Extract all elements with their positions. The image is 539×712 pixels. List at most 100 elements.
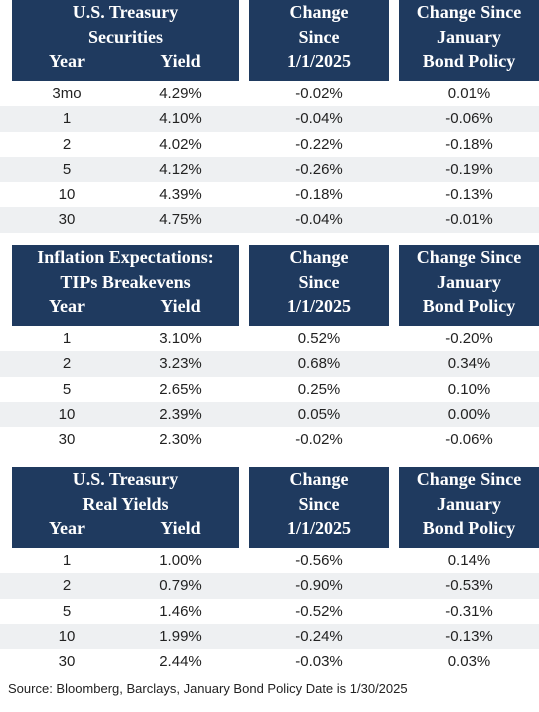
policy-header-line1: Change Since xyxy=(416,2,522,22)
change-header-line3: 1/1/2025 xyxy=(286,518,351,538)
yield-cell: 2.65% xyxy=(159,380,202,398)
header-title-line2: Real Yields xyxy=(82,493,169,514)
policy-change-header: Change Since January Bond Policy xyxy=(399,245,539,326)
change-cell: 0.68% xyxy=(297,355,341,373)
table-row: 2 3.23% 0.68% 0.34% xyxy=(0,351,539,377)
change-cell: -0.04% xyxy=(295,211,343,229)
year-cell: 1 xyxy=(62,330,72,347)
year-cell: 10 xyxy=(58,405,76,423)
policy-header-line3: Bond Policy xyxy=(422,51,516,71)
policy-cell: 0.01% xyxy=(447,85,491,102)
year-cell: 2 xyxy=(62,577,72,595)
policy-cell: -0.01% xyxy=(445,211,493,229)
table-body: 3mo 4.29% -0.02% 0.01% 1 4.10% -0.04% -0.06% 2… xyxy=(0,81,539,233)
yield-cell: 0.79% xyxy=(159,577,202,595)
change-cell: 0.05% xyxy=(297,405,341,423)
table-body: 1 1.00% -0.56% 0.14% 2 0.79% -0.90% -0.53% 5 1.… xyxy=(0,548,539,674)
table-row: 1 3.10% 0.52% -0.20% xyxy=(0,326,539,351)
policy-cell: -0.31% xyxy=(445,602,493,620)
yield-cell: 1.00% xyxy=(159,552,202,569)
change-header-line2: Since xyxy=(298,493,340,514)
change-since-header: Change Since 1/1/2025 xyxy=(249,467,389,548)
yield-cell: 4.12% xyxy=(159,160,202,178)
policy-change-header: Change Since January Bond Policy xyxy=(399,467,539,548)
table-row: 2 0.79% -0.90% -0.53% xyxy=(0,573,539,599)
change-header-line1: Change xyxy=(289,469,349,489)
policy-header-line2: January xyxy=(436,26,501,47)
real-yields-table: U.S. Treasury Real Yields Year Yield Cha… xyxy=(0,467,539,675)
table-row: 5 2.65% 0.25% 0.10% xyxy=(0,377,539,402)
table-row: 2 4.02% -0.22% -0.18% xyxy=(0,132,539,157)
change-cell: -0.90% xyxy=(295,577,343,595)
year-cell: 10 xyxy=(58,627,76,645)
header-title-line2: TIPs Breakevens xyxy=(60,271,191,292)
header-year-yield: Year Yield xyxy=(12,294,239,319)
policy-cell: -0.13% xyxy=(445,186,493,204)
table-row: 10 2.39% 0.05% 0.00% xyxy=(0,401,539,428)
table-body: 1 3.10% 0.52% -0.20% 2 3.23% 0.68% 0.34% 5 2.65… xyxy=(0,326,539,452)
year-cell: 30 xyxy=(58,431,76,449)
policy-header-line2: January xyxy=(436,271,501,292)
header-year-yield: Year Yield xyxy=(12,49,239,74)
table-row: 3mo 4.29% -0.02% 0.01% xyxy=(0,81,539,106)
policy-cell: -0.20% xyxy=(445,330,493,347)
year-cell: 5 xyxy=(62,380,72,398)
yield-cell: 1.99% xyxy=(159,627,202,645)
change-cell: -0.18% xyxy=(295,186,343,204)
change-cell: -0.02% xyxy=(295,431,343,449)
yield-header: Yield xyxy=(160,518,201,538)
change-cell: -0.22% xyxy=(295,135,343,153)
policy-header-line3: Bond Policy xyxy=(422,296,516,316)
table-row: 5 1.46% -0.52% -0.31% xyxy=(0,599,539,624)
year-cell: 5 xyxy=(62,602,72,620)
year-cell: 10 xyxy=(58,186,76,204)
change-header-line1: Change xyxy=(289,247,349,267)
change-cell: -0.03% xyxy=(295,653,343,671)
table-row: 30 4.75% -0.04% -0.01% xyxy=(0,207,539,233)
year-cell: 5 xyxy=(62,160,72,178)
header-title-cell: Inflation Expectations: TIPs Breakevens … xyxy=(12,245,239,326)
change-header-line3: 1/1/2025 xyxy=(286,51,351,71)
yield-cell: 4.02% xyxy=(159,135,202,153)
policy-cell: 0.00% xyxy=(447,405,491,423)
yield-cell: 4.10% xyxy=(159,110,202,128)
change-header-line2: Since xyxy=(298,271,340,292)
change-since-header: Change Since 1/1/2025 xyxy=(249,245,389,326)
yield-cell: 4.75% xyxy=(159,211,202,229)
yield-cell: 2.30% xyxy=(159,431,202,449)
change-cell: -0.02% xyxy=(295,85,343,102)
table-row: 10 4.39% -0.18% -0.13% xyxy=(0,182,539,207)
header-title-line1: Inflation Expectations: xyxy=(37,247,214,267)
policy-cell: -0.19% xyxy=(445,160,493,178)
header-title-line2: Securities xyxy=(88,26,163,47)
policy-cell: 0.14% xyxy=(447,552,491,569)
policy-header-line1: Change Since xyxy=(416,247,522,267)
policy-cell: -0.06% xyxy=(445,431,493,449)
tips-breakevens-table: Inflation Expectations: TIPs Breakevens … xyxy=(0,245,539,453)
table-row: 1 4.10% -0.04% -0.06% xyxy=(0,106,539,132)
header-year-yield: Year Yield xyxy=(12,516,239,541)
yield-cell: 1.46% xyxy=(159,602,202,620)
table-row: 5 4.12% -0.26% -0.19% xyxy=(0,156,539,183)
yield-cell: 3.10% xyxy=(159,330,202,347)
header-title-cell: U.S. Treasury Real Yields Year Yield xyxy=(12,467,239,548)
yield-cell: 3.23% xyxy=(159,355,202,373)
year-cell: 1 xyxy=(62,110,72,128)
policy-cell: 0.34% xyxy=(447,355,491,373)
table-row: 30 2.30% -0.02% -0.06% xyxy=(0,427,539,452)
yield-cell: 4.29% xyxy=(159,85,202,102)
policy-cell: -0.06% xyxy=(445,110,493,128)
header-title-line1: U.S. Treasury xyxy=(72,469,179,489)
change-cell: -0.56% xyxy=(295,552,343,569)
policy-change-header: Change Since January Bond Policy xyxy=(399,0,539,81)
source-note: Source: Bloomberg, Barclays, January Bon… xyxy=(8,681,408,696)
table-row: 30 2.44% -0.03% 0.03% xyxy=(0,649,539,674)
policy-cell: -0.18% xyxy=(445,135,493,153)
year-cell: 30 xyxy=(58,211,76,229)
change-header-line1: Change xyxy=(289,2,349,22)
header-title-cell: U.S. Treasury Securities Year Yield xyxy=(12,0,239,81)
yield-header: Yield xyxy=(160,296,201,316)
policy-header-line2: January xyxy=(436,493,501,514)
year-cell: 2 xyxy=(62,135,72,153)
yield-header: Yield xyxy=(160,51,201,71)
